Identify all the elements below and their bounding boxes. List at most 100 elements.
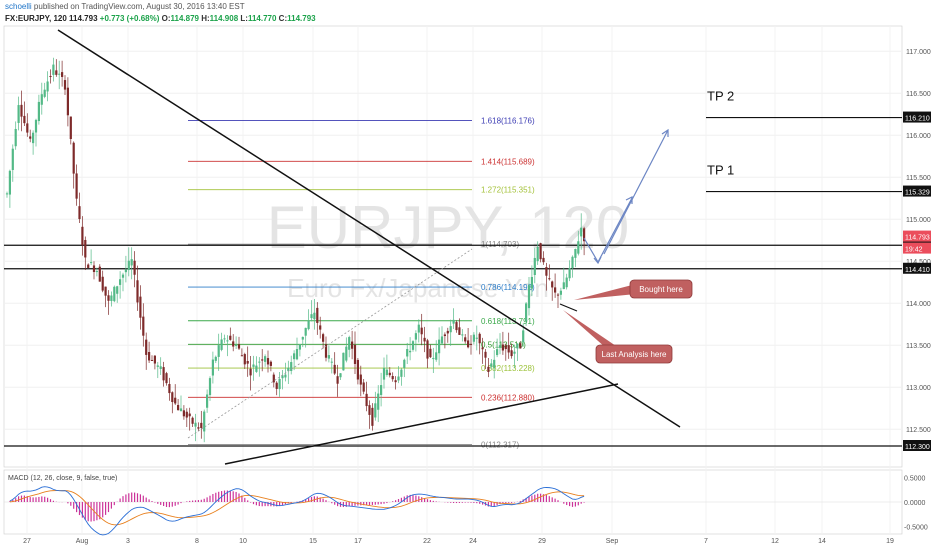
last-price-box-text: 114.793 [905, 235, 930, 242]
candle [556, 293, 560, 308]
candle [380, 372, 383, 407]
level-price-box-1-text: 114.410 [905, 267, 930, 274]
candle [159, 357, 162, 375]
short-trendline[interactable] [559, 303, 578, 312]
candle [374, 391, 377, 421]
time-tick-7: 22 [423, 538, 431, 545]
fib-label-1: 1.414(115.689) [481, 157, 535, 166]
candle [252, 355, 255, 381]
projection-path-2[interactable] [603, 129, 669, 255]
candle [533, 247, 536, 284]
candle [171, 391, 174, 414]
time-tick-3: 8 [195, 538, 199, 545]
arrow-head-3 [593, 256, 602, 265]
candle [348, 335, 351, 358]
candle [32, 130, 35, 155]
level-price-box-4 [903, 185, 931, 197]
candle [66, 77, 69, 127]
candle [469, 335, 473, 355]
candle [504, 343, 507, 361]
ohlc-line: FX:EURJPY, 120 114.793 +0.773 (+0.68%) O… [5, 14, 316, 23]
candle [307, 309, 310, 331]
candle [568, 260, 571, 282]
candle [420, 313, 423, 346]
symbol-label[interactable]: FX:EURJPY, 120 [5, 14, 67, 23]
candle [200, 410, 203, 439]
price-axis[interactable]: 117.000 116.500 116.000 115.500 115.000 114.5… [906, 49, 931, 434]
price-tick-6: 114.000 [906, 301, 931, 308]
candle [382, 357, 386, 389]
candle [197, 422, 200, 431]
candle [107, 290, 110, 315]
candle [559, 287, 562, 300]
candle [145, 332, 148, 370]
candle [319, 316, 322, 339]
candle [43, 82, 46, 99]
time-axis[interactable]: 27 Aug 3 8 10 15 17 22 24 29 Sep 7 12 14 19 [23, 538, 894, 545]
fib-anchor-line[interactable] [187, 248, 473, 439]
candle [223, 334, 226, 343]
watermark-symbol: EURJPY, 120 [267, 194, 629, 261]
candle [301, 336, 304, 348]
high-label: H: [201, 14, 210, 23]
candle [281, 369, 284, 390]
fib-label-9: 0(112.317) [481, 441, 519, 450]
candle [156, 361, 159, 379]
candle [574, 248, 577, 268]
candle [353, 331, 357, 375]
candle [168, 377, 171, 401]
descending-trendline[interactable] [57, 29, 681, 428]
candle [26, 113, 29, 137]
publisher-name[interactable]: schoelli [5, 2, 32, 11]
candle [136, 265, 139, 311]
candle [237, 336, 241, 351]
candle [513, 344, 516, 368]
candle [278, 372, 281, 397]
bought-here-text: Bought here [639, 285, 683, 294]
macd-tick-1: 0.0000 [904, 500, 926, 507]
time-tick-1: Aug [76, 538, 89, 545]
candle [530, 265, 533, 297]
candle [580, 213, 583, 250]
candle [185, 408, 188, 428]
candle [8, 169, 11, 208]
price-tick-2: 116.000 [906, 133, 931, 140]
candle [551, 280, 554, 301]
candle [116, 285, 119, 303]
time-tick-13: 14 [818, 538, 826, 545]
candle [519, 341, 522, 349]
candle [203, 409, 206, 443]
fib-label-5: 0.618(113.791) [481, 317, 535, 326]
analysis-callout-pointer [563, 310, 616, 348]
candle [104, 286, 107, 308]
close-label: C: [278, 14, 288, 23]
candle [525, 301, 528, 326]
price-tick-9: 112.500 [906, 427, 931, 434]
candle [40, 82, 43, 115]
time-tick-2: 3 [126, 538, 130, 545]
candle [327, 345, 330, 363]
candle [235, 336, 238, 349]
last-analysis-callout[interactable] [595, 344, 673, 364]
candle [493, 350, 496, 379]
time-tick-5: 15 [309, 538, 317, 545]
candle [487, 358, 490, 378]
candle [69, 116, 72, 145]
candle [394, 376, 397, 390]
candle [467, 327, 470, 349]
horizontal-lines [4, 116, 902, 447]
candle [336, 364, 339, 397]
countdown-box-text: 19:42 [905, 247, 923, 254]
publisher-line: schoelli published on TradingView.com, A… [5, 2, 245, 11]
bought-here-callout[interactable] [629, 279, 693, 299]
ascending-trendline[interactable] [224, 383, 619, 465]
price-tick-1: 116.500 [906, 91, 931, 98]
candle [258, 357, 261, 377]
candle [435, 340, 438, 362]
candle [87, 263, 90, 269]
candle [356, 357, 359, 385]
last-analysis-text: Last Analysis here [602, 350, 667, 359]
candle [63, 75, 67, 96]
candle [211, 351, 214, 384]
